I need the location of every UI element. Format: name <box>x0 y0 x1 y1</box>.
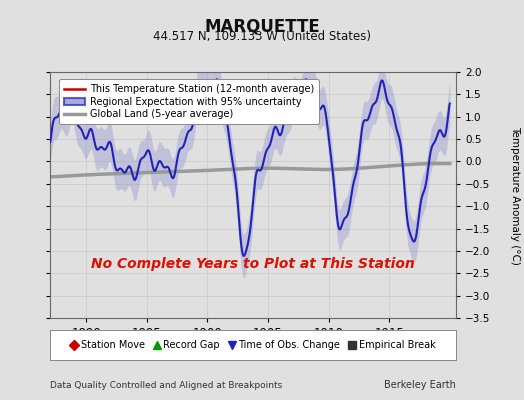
Text: 44.517 N, 109.133 W (United States): 44.517 N, 109.133 W (United States) <box>153 30 371 43</box>
Legend: Station Move, Record Gap, Time of Obs. Change, Empirical Break: Station Move, Record Gap, Time of Obs. C… <box>66 336 440 354</box>
Y-axis label: Temperature Anomaly (°C): Temperature Anomaly (°C) <box>510 126 520 264</box>
Legend: This Temperature Station (12-month average), Regional Expectation with 95% uncer: This Temperature Station (12-month avera… <box>59 79 319 124</box>
Text: Data Quality Controlled and Aligned at Breakpoints: Data Quality Controlled and Aligned at B… <box>50 381 282 390</box>
Text: MARQUETTE: MARQUETTE <box>204 18 320 36</box>
Text: No Complete Years to Plot at This Station: No Complete Years to Plot at This Statio… <box>91 257 414 271</box>
Text: Berkeley Earth: Berkeley Earth <box>384 380 456 390</box>
